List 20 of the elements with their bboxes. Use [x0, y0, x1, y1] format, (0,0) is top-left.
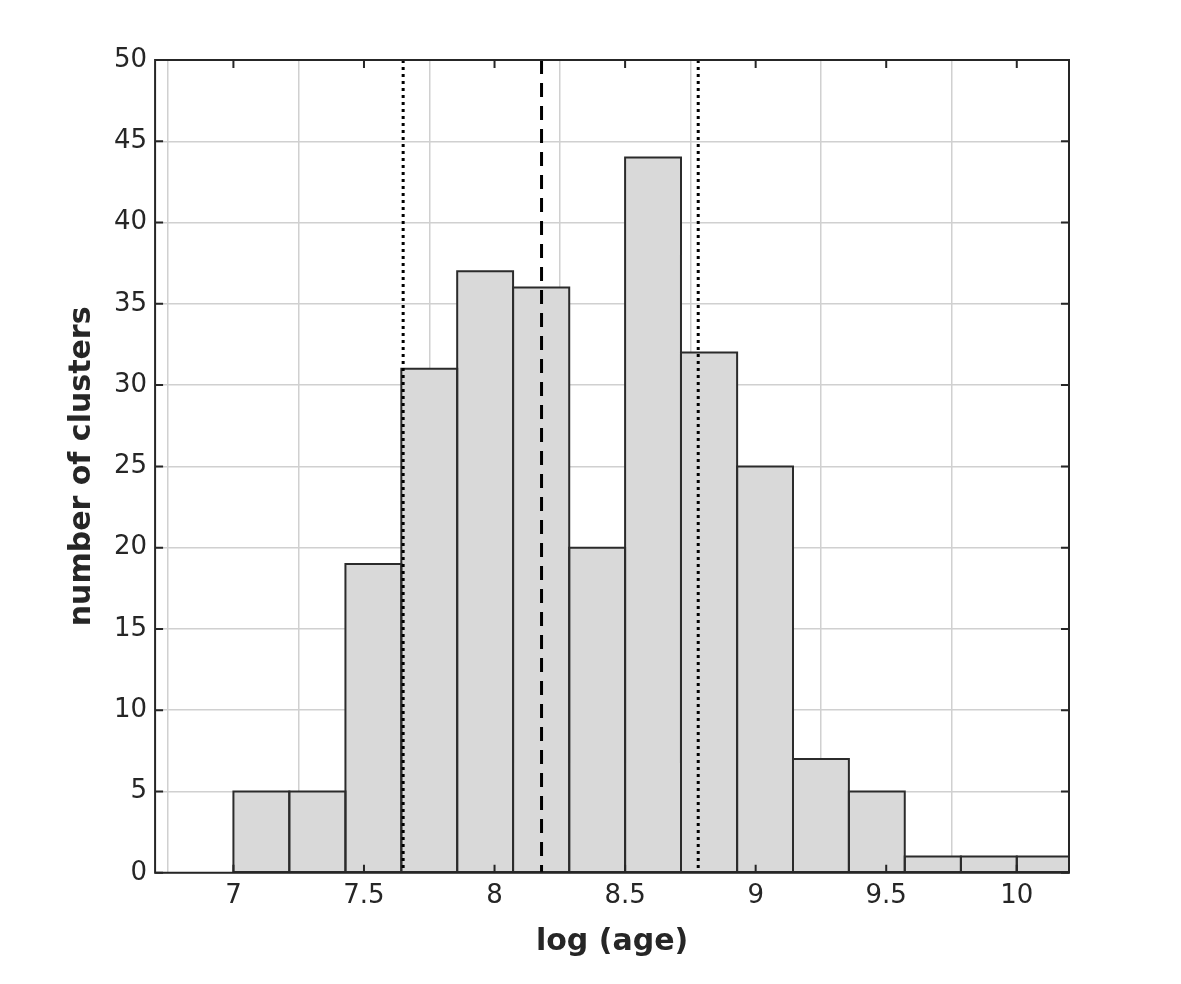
x-tick-label: 8.5	[604, 879, 646, 910]
x-tick-label: 9.5	[865, 879, 907, 910]
y-tick-label: 25	[113, 449, 148, 480]
y-tick-label: 35	[113, 286, 148, 317]
y-tick-label: 20	[113, 530, 148, 561]
y-tick-label: 10	[113, 692, 148, 723]
x-axis-title: log (age)	[535, 921, 689, 957]
x-tick-label: 10	[1000, 879, 1034, 910]
y-axis-title: number of clusters	[61, 306, 97, 627]
y-tick-label: 15	[113, 611, 148, 642]
x-tick-label: 7	[225, 879, 242, 910]
x-tick-label: 8	[486, 879, 503, 910]
y-tick-label: 30	[113, 367, 148, 398]
x-tick-label: 9	[747, 879, 764, 910]
y-tick-label: 40	[113, 205, 148, 236]
y-tick-label: 50	[113, 42, 148, 73]
y-tick-label: 5	[130, 774, 148, 805]
y-tick-label: 45	[113, 124, 148, 155]
x-tick-label: 7.5	[343, 879, 385, 910]
y-tick-label: 0	[130, 855, 148, 886]
